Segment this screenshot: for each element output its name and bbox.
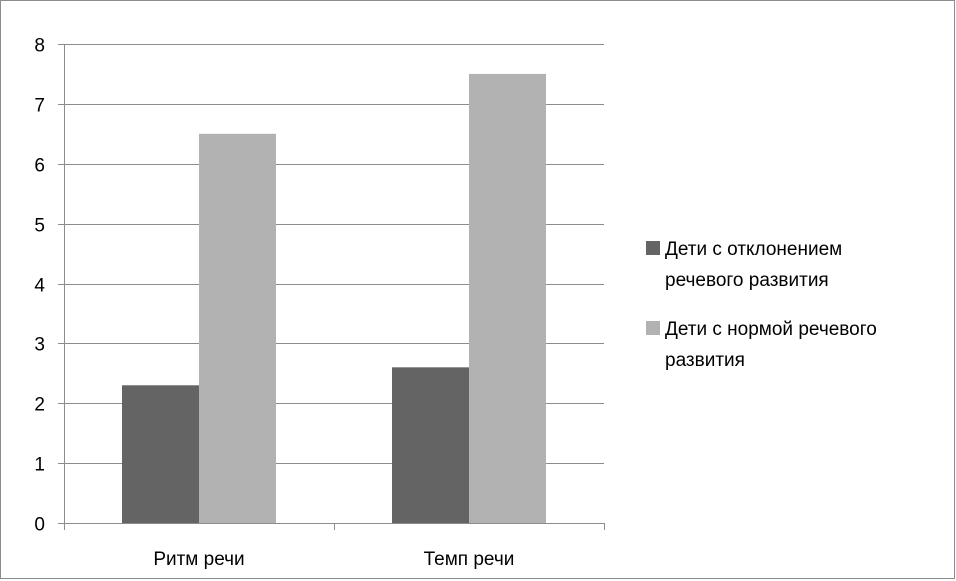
- bar-norm-1: [199, 133, 276, 523]
- y-tick-label: 7: [34, 96, 45, 117]
- legend-swatch-deviation: [646, 241, 660, 255]
- y-tick-label: 0: [34, 515, 45, 536]
- axis-labels: 0 1 2 3 4 5 6 7 8 Ритм речи Темп речи: [34, 36, 514, 571]
- y-tick-label: 6: [34, 156, 45, 177]
- legend-label: речевого развития: [665, 270, 829, 291]
- bar-deviation-1: [122, 385, 199, 523]
- x-tick-label: Ритм речи: [153, 549, 244, 570]
- legend-label: Дети с отклонением: [665, 239, 842, 260]
- x-tick-label: Темп речи: [424, 549, 515, 570]
- bar-norm-2: [469, 73, 546, 523]
- axes: [58, 44, 605, 530]
- y-tick-label: 3: [34, 335, 45, 356]
- legend-swatch-norm: [646, 321, 660, 335]
- bar-deviation-2: [392, 367, 469, 523]
- y-tick-label: 5: [34, 216, 45, 237]
- legend: Дети с отклонением речевого развития Дети …: [646, 239, 877, 371]
- y-tick-label: 8: [34, 36, 45, 57]
- legend-label: Дети с нормой речевого: [665, 319, 877, 340]
- y-tick-label: 4: [34, 276, 45, 297]
- bars: [122, 73, 546, 523]
- y-tick-label: 2: [34, 395, 45, 416]
- legend-label: развития: [665, 350, 745, 371]
- y-tick-label: 1: [34, 455, 45, 476]
